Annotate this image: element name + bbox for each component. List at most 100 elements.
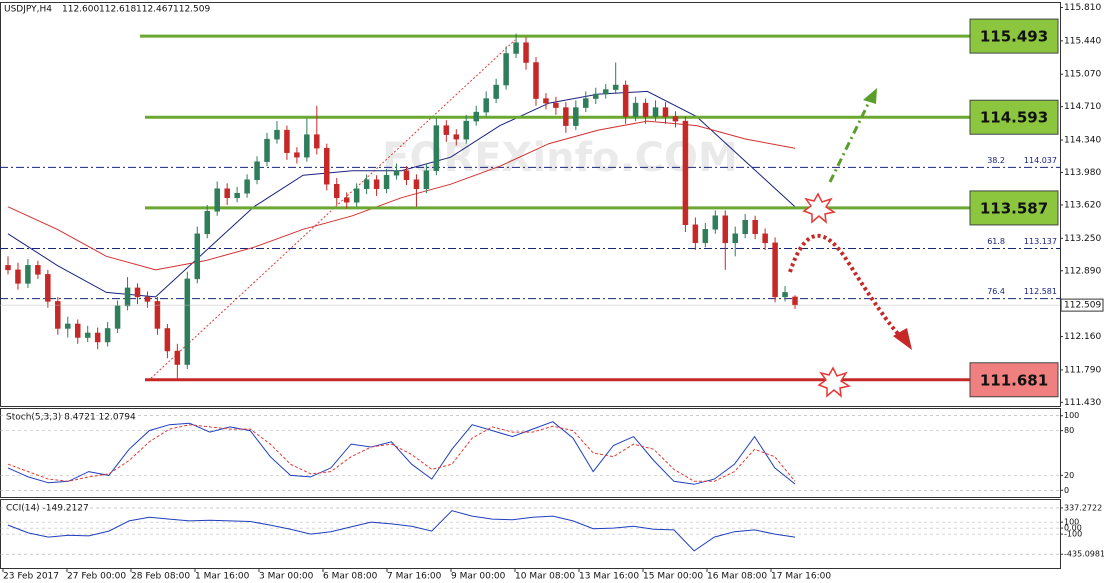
candle-body [513, 42, 519, 54]
candle-body [632, 102, 639, 117]
burst [802, 192, 836, 224]
fib-value: 113.137 [1024, 237, 1057, 246]
fib-value: 114.037 [1024, 156, 1057, 165]
candle-body [543, 98, 549, 104]
candle-body [612, 84, 619, 90]
x-tick-label: 6 Mar 08:00 [323, 572, 378, 582]
level-label: 111.681 [980, 371, 1048, 389]
y-tick-label: 113.620 [1064, 200, 1101, 210]
fib-ratio: 61.8 [987, 237, 1005, 246]
level-label: 113.587 [980, 199, 1048, 217]
candle-body [652, 107, 659, 117]
stoch-pane [0, 408, 1061, 498]
candle-body [443, 125, 450, 135]
candle-body [692, 224, 699, 244]
x-tick-label: 23 Feb 2017 [3, 572, 59, 582]
candle-body [373, 179, 380, 189]
y-tick-label: 0.00 [1064, 524, 1082, 533]
candle-body [234, 192, 240, 198]
candle-body [104, 328, 111, 343]
candle-body [114, 305, 121, 329]
candle-body [353, 188, 360, 203]
up-arrow [828, 99, 872, 183]
fib-value: 112.581 [1024, 287, 1057, 296]
x-tick-label: 17 Mar 16:00 [771, 572, 831, 582]
candle-body [284, 129, 290, 153]
candle-body [124, 287, 131, 307]
candle-body [583, 98, 589, 108]
candle-body [383, 174, 390, 189]
y-tick-label: 112.160 [1064, 332, 1101, 342]
candle-body [453, 134, 460, 140]
candle-body [294, 152, 300, 158]
candle-body [174, 350, 181, 365]
annotations [788, 88, 912, 398]
trend-line [147, 39, 516, 382]
candle-body [732, 233, 738, 244]
candle-body [792, 296, 798, 306]
up-arrow-head [863, 88, 877, 104]
candle-body [25, 265, 31, 284]
candle-body [712, 215, 719, 230]
y-tick-label: 115.810 [1064, 3, 1101, 13]
y-tick-label: 0 [1064, 486, 1069, 495]
fib-ratio: 38.2 [987, 156, 1005, 165]
quote-value: 112.467 [136, 5, 173, 15]
last-price: 112.509 [1064, 301, 1101, 311]
candle-body [343, 197, 350, 203]
candle-body [662, 107, 669, 117]
quote-value: 112.618 [99, 5, 136, 15]
x-tick-label: 7 Mar 16:00 [387, 572, 442, 582]
candle-body [254, 161, 260, 180]
y-tick-label: -100 [1064, 530, 1082, 539]
y-tick-label: 112.890 [1064, 266, 1101, 276]
candle-body [622, 84, 629, 117]
candle-body [413, 179, 420, 189]
candle-body [65, 323, 71, 329]
candle-body [274, 129, 280, 140]
candle-body [204, 211, 210, 235]
watermark: FOREXinfo.COM [382, 135, 738, 181]
y-tick-label: 114.710 [1064, 102, 1101, 112]
y-tick-label: 115.440 [1064, 36, 1101, 46]
candle-body [752, 220, 758, 235]
quote-value: 112.509 [173, 5, 210, 15]
candle-body [363, 179, 370, 189]
candle-body [5, 265, 11, 271]
candle-body [144, 296, 151, 302]
moving-average [7, 120, 796, 271]
y-tick-label: 111.430 [1064, 398, 1101, 408]
candle-body [762, 233, 768, 244]
indicator-line [7, 424, 796, 482]
candle-body [264, 138, 270, 162]
level-box [969, 190, 1059, 226]
candle-body [493, 84, 499, 99]
indicator-line [7, 421, 796, 485]
candle-body [194, 233, 201, 280]
candle-body [74, 323, 81, 338]
candle-body [463, 120, 470, 140]
fib-ratio: 76.4 [987, 287, 1005, 296]
y-tick-label: 100 [1064, 411, 1079, 420]
candle-body [314, 134, 320, 149]
down-arrow-head [893, 328, 912, 350]
symbol: USDJPY,H4 [4, 5, 52, 15]
y-tick-label: 113.250 [1064, 234, 1101, 244]
indicator-title: CCI(14) -149.2127 [6, 504, 89, 514]
candle-body [473, 111, 479, 122]
x-tick-label: 13 Mar 16:00 [579, 572, 639, 582]
y-tick-label: 115.070 [1064, 70, 1101, 80]
candle-body [702, 229, 709, 244]
y-tick-label: 20 [1064, 471, 1074, 480]
x-tick-label: 27 Feb 00:00 [67, 572, 126, 582]
candle-body [503, 53, 509, 86]
candle-body [35, 265, 41, 275]
candle-body [423, 170, 430, 189]
candle-body [333, 183, 340, 198]
candle-body [782, 292, 788, 298]
candle-body [184, 278, 191, 365]
candle-body [224, 188, 230, 198]
candle-body [533, 62, 539, 99]
level-label: 114.593 [980, 109, 1048, 127]
